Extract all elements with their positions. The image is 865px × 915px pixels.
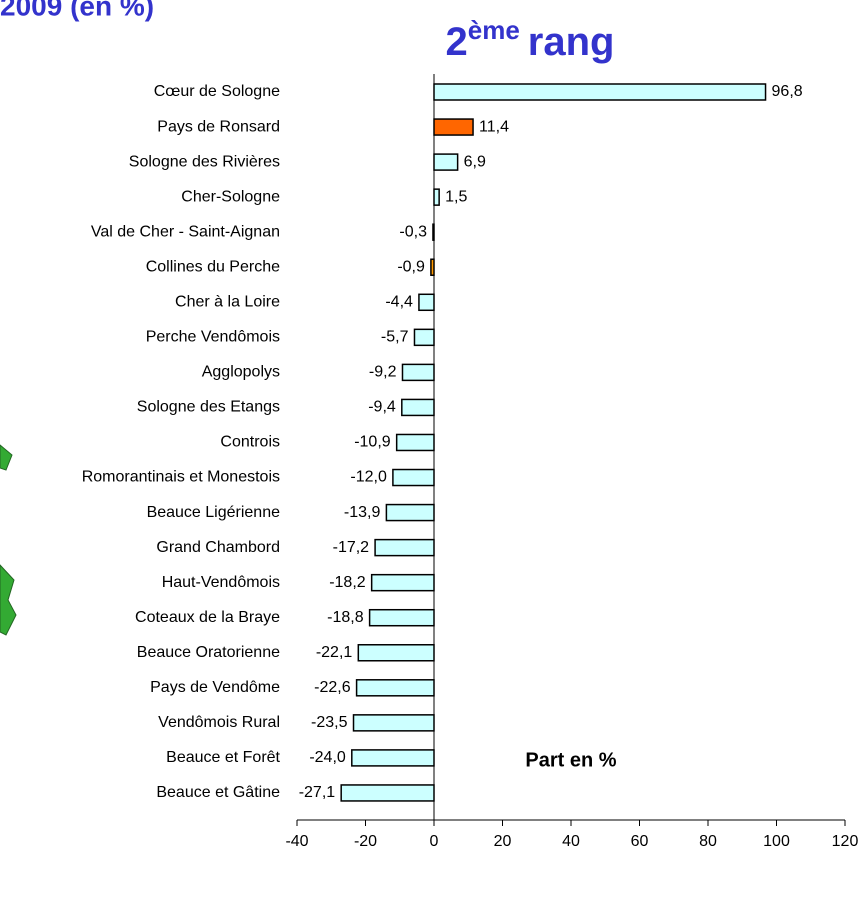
bar bbox=[374, 538, 435, 557]
value-label: -12,0 bbox=[350, 469, 387, 486]
value-label: -0,9 bbox=[397, 258, 425, 275]
x-tick-label: 80 bbox=[699, 833, 717, 850]
bar bbox=[401, 398, 435, 417]
title-text: rang bbox=[528, 20, 615, 64]
title-sup: ème bbox=[468, 15, 520, 45]
bar bbox=[433, 188, 440, 206]
value-label: 1,5 bbox=[445, 188, 467, 205]
bar bbox=[357, 644, 435, 662]
y-tick-label: Perche Vendômois bbox=[146, 329, 280, 346]
value-label: -10,9 bbox=[354, 434, 391, 451]
bar bbox=[395, 433, 435, 452]
value-label: -18,8 bbox=[327, 609, 364, 626]
x-tick-label: 100 bbox=[763, 833, 790, 850]
y-tick-label: Pays de Ronsard bbox=[157, 118, 280, 135]
y-tick-label: Vendômois Rural bbox=[158, 714, 280, 731]
value-label: -0,3 bbox=[399, 223, 427, 240]
value-label: -27,1 bbox=[299, 784, 336, 801]
bar bbox=[370, 573, 435, 592]
x-axis-label: Part en % bbox=[525, 749, 616, 771]
chart-title: 2ème rang bbox=[446, 15, 615, 64]
value-label: -22,6 bbox=[314, 679, 351, 696]
bar bbox=[352, 714, 435, 732]
value-label: -22,1 bbox=[316, 644, 353, 661]
value-label: -17,2 bbox=[333, 539, 370, 556]
value-label: -9,2 bbox=[369, 364, 397, 381]
x-tick-label: 40 bbox=[562, 833, 580, 850]
y-tick-label: Collines du Perche bbox=[146, 258, 280, 275]
y-tick-label: Cœur de Sologne bbox=[154, 83, 280, 100]
bar bbox=[368, 608, 435, 627]
x-tick-label: -20 bbox=[354, 833, 377, 850]
bar bbox=[351, 749, 435, 767]
value-label: -18,2 bbox=[329, 574, 366, 591]
value-label: -9,4 bbox=[368, 399, 396, 416]
y-tick-label: Sologne des Etangs bbox=[137, 399, 280, 416]
y-tick-label: Beauce Oratorienne bbox=[137, 644, 280, 661]
y-tick-label: Controis bbox=[220, 434, 280, 451]
y-tick-label: Val de Cher - Saint-Aignan bbox=[91, 223, 280, 240]
y-tick-label: Romorantinais et Monestois bbox=[82, 469, 280, 486]
bar bbox=[433, 118, 474, 136]
bar bbox=[392, 468, 435, 487]
bar bbox=[401, 363, 435, 382]
decoration bbox=[0, 444, 17, 636]
y-tick-label: Coteaux de la Braye bbox=[135, 609, 280, 626]
value-label: -13,9 bbox=[344, 504, 381, 521]
value-label: -23,5 bbox=[311, 714, 348, 731]
bar bbox=[432, 223, 435, 241]
y-tick-label: Grand Chambord bbox=[156, 539, 280, 556]
y-tick-label: Cher à la Loire bbox=[175, 294, 280, 311]
y-tick-label: Beauce et Forêt bbox=[166, 749, 280, 766]
y-tick-label: Sologne des Rivières bbox=[129, 153, 280, 170]
bar bbox=[433, 153, 459, 171]
y-tick-label: Haut-Vendômois bbox=[162, 574, 280, 591]
bar bbox=[385, 503, 435, 522]
value-label: -24,0 bbox=[309, 749, 346, 766]
x-tick-label: 0 bbox=[430, 833, 439, 850]
x-tick-label: 20 bbox=[494, 833, 512, 850]
x-tick-label: 60 bbox=[631, 833, 649, 850]
value-label: 6,9 bbox=[464, 153, 486, 170]
y-tick-label: Pays de Vendôme bbox=[150, 679, 280, 696]
value-label: 11,4 bbox=[479, 118, 509, 135]
value-label: 96,8 bbox=[772, 83, 803, 100]
bar bbox=[340, 784, 435, 802]
bar bbox=[430, 258, 435, 276]
x-tick-label: -40 bbox=[285, 833, 308, 850]
heading: 2009 (en %) bbox=[0, 0, 154, 21]
title-number: 2 bbox=[446, 20, 468, 64]
bar bbox=[418, 293, 435, 312]
y-tick-label: Beauce et Gâtine bbox=[156, 784, 280, 801]
y-tick-label: Beauce Ligérienne bbox=[147, 504, 281, 521]
bar bbox=[413, 328, 435, 347]
value-label: -5,7 bbox=[381, 329, 409, 346]
y-tick-label: Agglopolys bbox=[202, 364, 280, 381]
bar bbox=[355, 679, 435, 697]
value-label: -4,4 bbox=[385, 294, 413, 311]
bar bbox=[433, 83, 767, 101]
y-tick-label: Cher-Sologne bbox=[181, 188, 280, 205]
x-tick-label: 120 bbox=[832, 833, 859, 850]
